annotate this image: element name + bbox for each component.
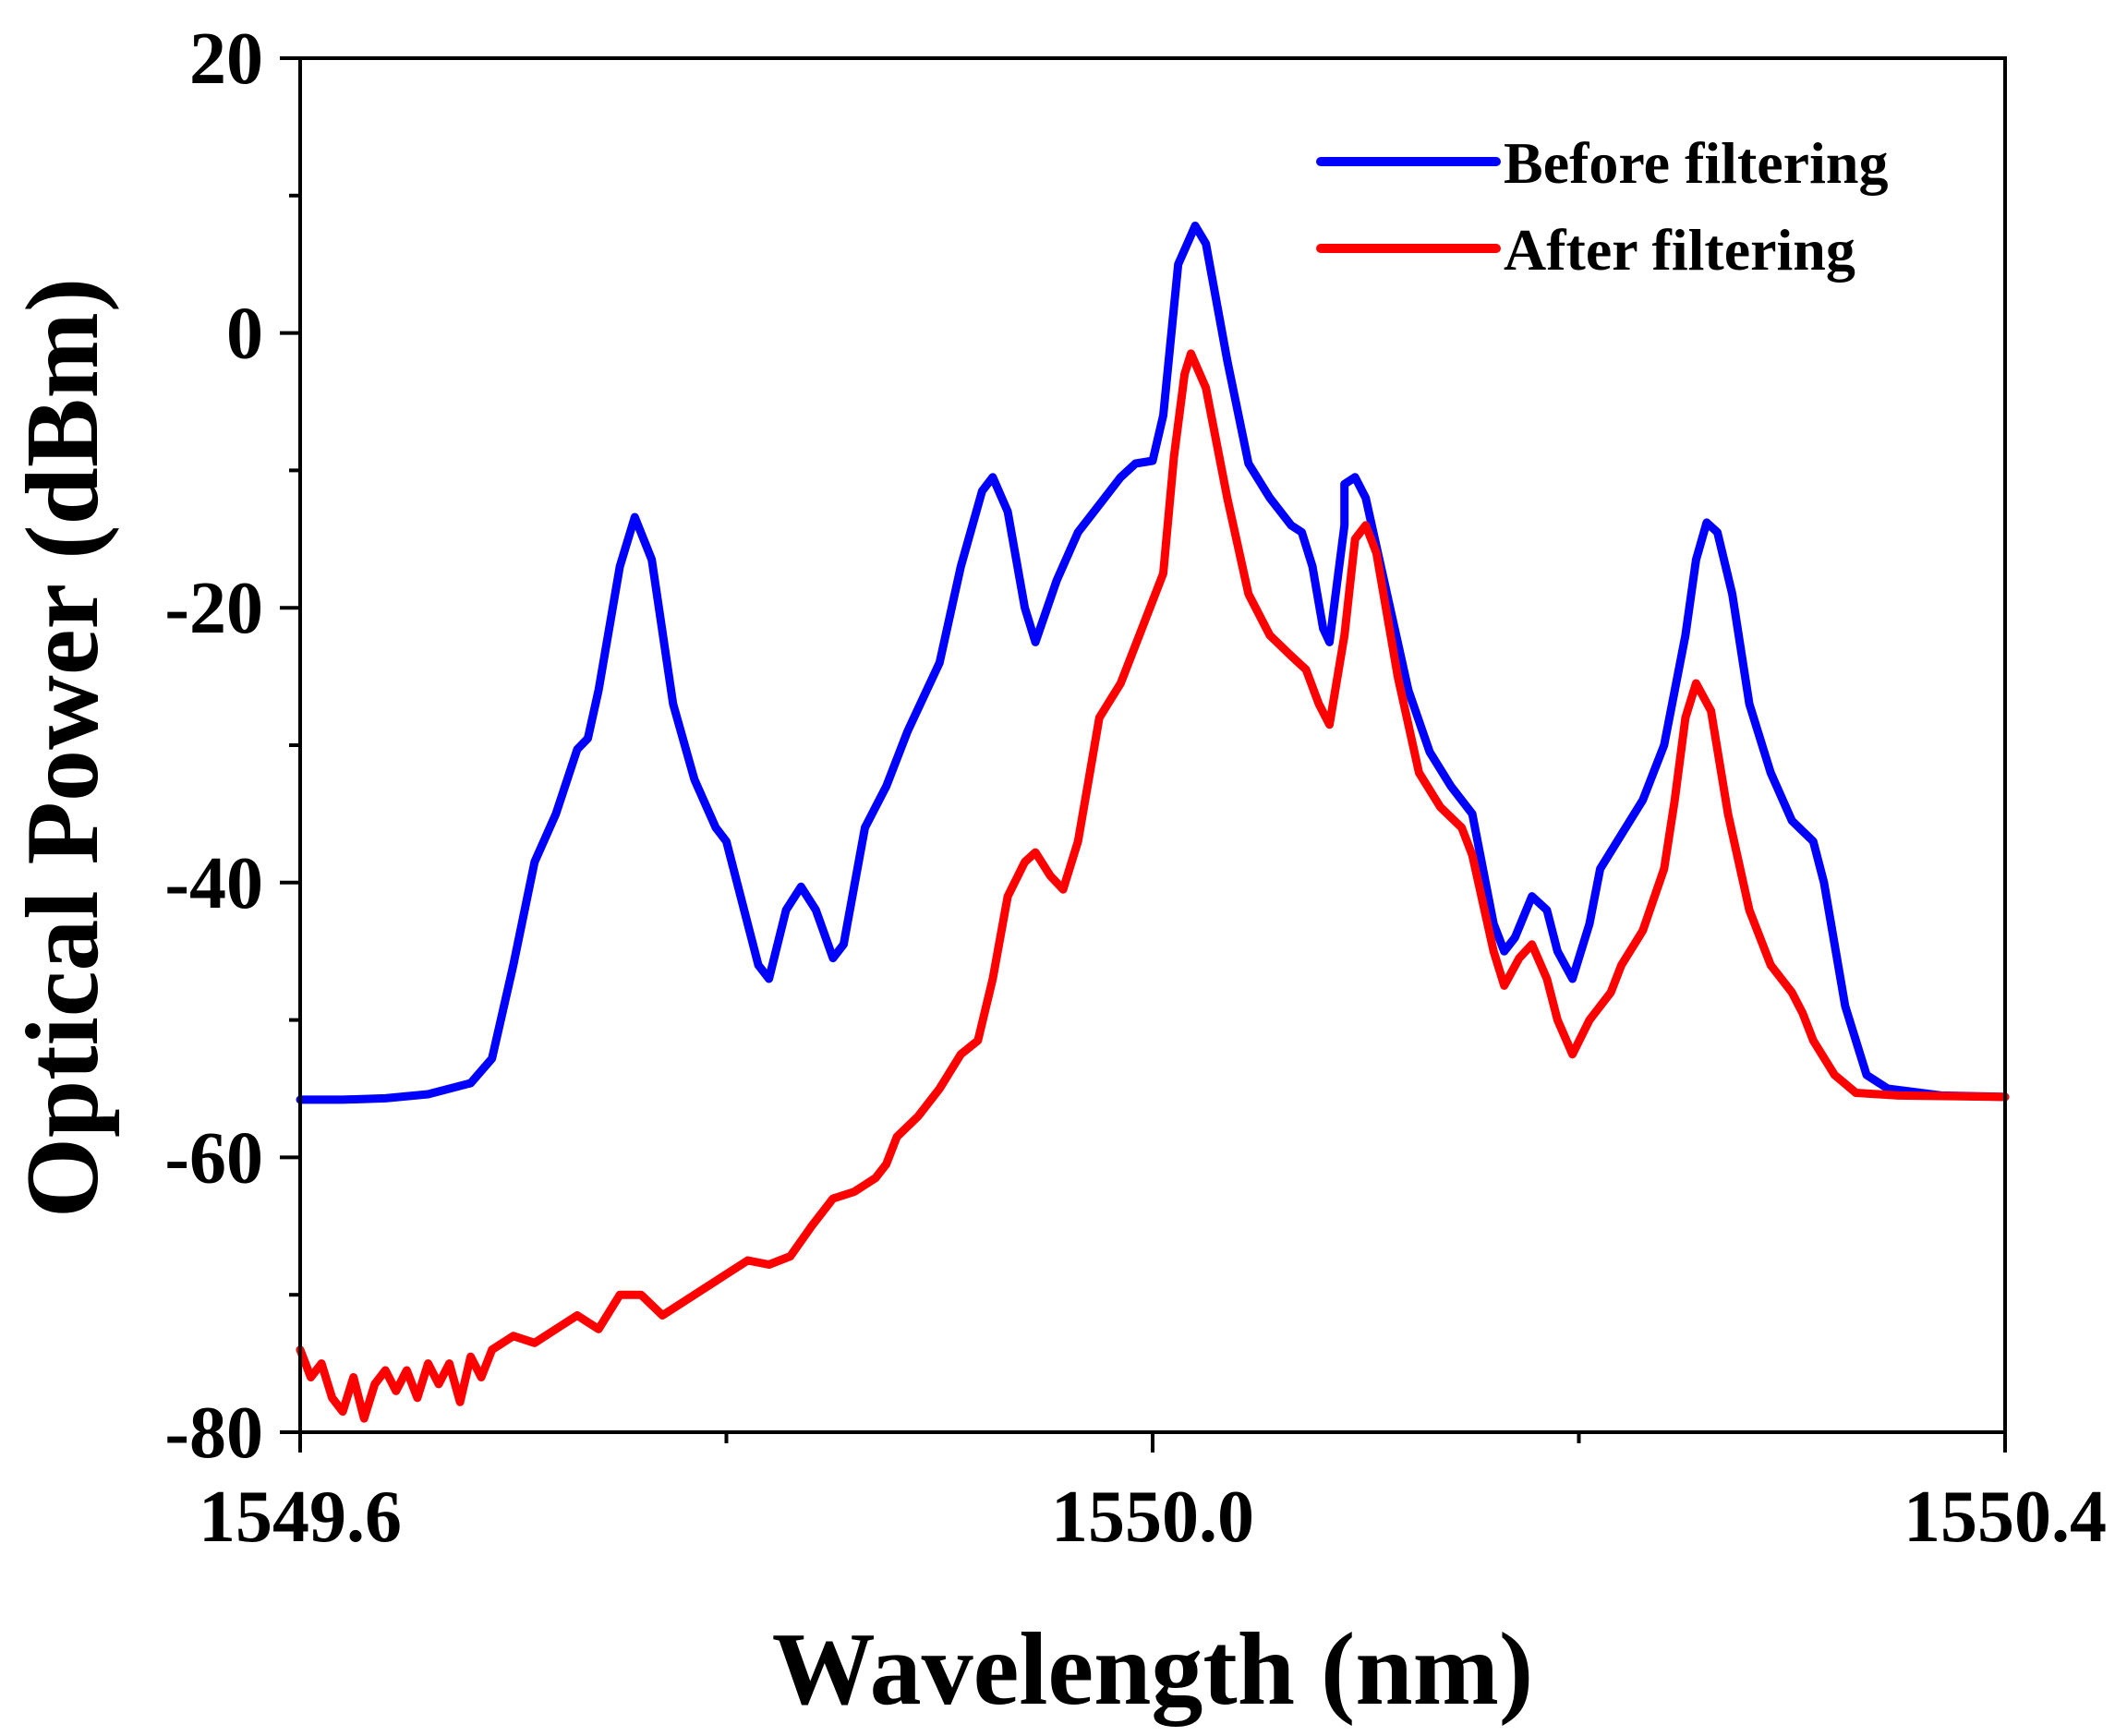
- major-ticks: [280, 56, 2007, 1453]
- x-tick-label: 1550.0: [1051, 1477, 1254, 1558]
- plot-frame: [298, 56, 2007, 1434]
- x-tick-label: 1550.4: [1903, 1477, 2107, 1558]
- series-layer: [296, 222, 2010, 1423]
- y-tick-labels: -80 -60 -40 -20 0 20: [164, 18, 263, 1474]
- series-line-before-filtering: [296, 222, 2010, 1104]
- x-tick-label: 1549.6: [199, 1477, 402, 1558]
- y-tick-label: 20: [189, 18, 263, 100]
- minor-ticks: [289, 193, 1581, 1443]
- y-tick-label: -60: [164, 1117, 263, 1199]
- y-tick-label: -80: [164, 1392, 263, 1474]
- x-tick-labels: 1549.6 1550.0 1550.4: [199, 1477, 2107, 1558]
- x-axis-title: Wavelength (nm): [772, 1612, 1533, 1727]
- series-line-after-filtering: [296, 349, 2010, 1423]
- legend-label-before: Before filtering: [1504, 130, 1888, 196]
- legend-label-after: After filtering: [1504, 217, 1855, 283]
- legend: Before filtering After filtering: [1316, 130, 1888, 283]
- y-axis-title: Optical Power (dBm): [6, 278, 120, 1218]
- y-tick-label: -40: [164, 843, 263, 924]
- y-tick-label: -20: [164, 568, 263, 649]
- y-tick-label: 0: [226, 294, 263, 375]
